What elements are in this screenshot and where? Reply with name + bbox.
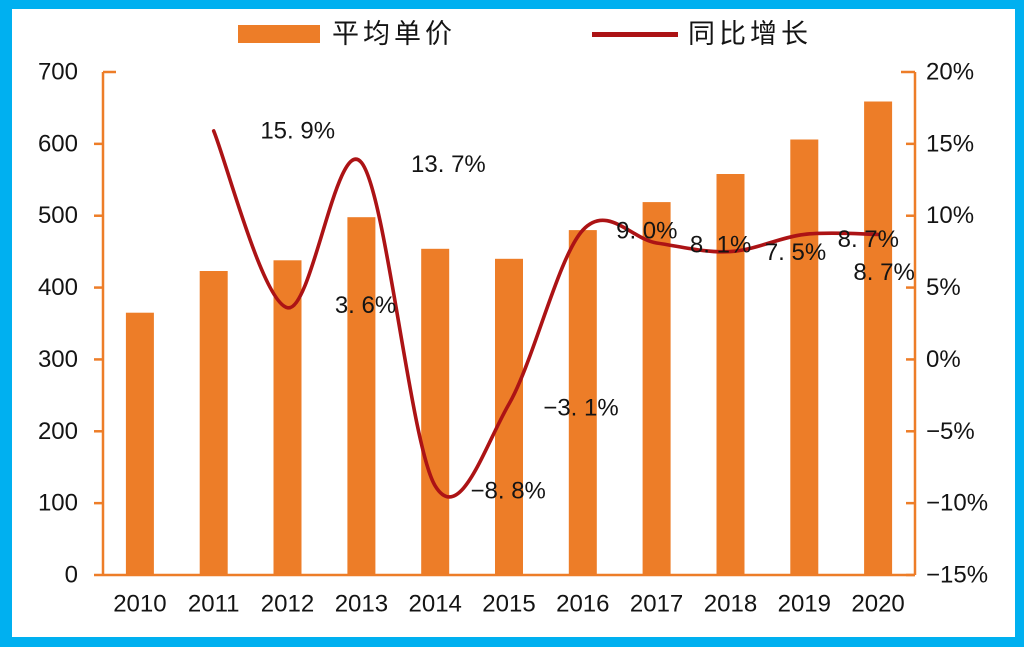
x-label-2018: 2018 — [704, 591, 757, 618]
left-axis-tick-label: 0 — [65, 562, 78, 589]
bars-group — [125, 101, 893, 576]
x-label-2013: 2013 — [335, 591, 388, 618]
x-label-2012: 2012 — [261, 591, 314, 618]
left-axis-tick-label: 400 — [38, 274, 78, 301]
line-swatch-icon — [592, 31, 678, 37]
right-axis-tick-label: 20% — [926, 59, 974, 86]
left-axis-tick-label: 600 — [38, 130, 78, 157]
bar-2012 — [273, 260, 302, 575]
data-label-2019: 8. 7% — [838, 226, 899, 253]
right-axis-tick-label: 15% — [926, 130, 974, 157]
data-label-2013: 13. 7% — [411, 151, 486, 178]
labels-group: 700 20% 600 15% 500 10% 400 5% 300 0% 200 −5% 100 −10… — [38, 59, 988, 618]
right-axis-tick-label: 0% — [926, 346, 961, 373]
bar-2014 — [421, 248, 450, 576]
legend-item-avg-price: 平均单价 — [238, 14, 456, 54]
yoy-growth-line — [211, 129, 880, 499]
bar-2020 — [864, 101, 893, 575]
line-group — [211, 129, 880, 499]
x-label-2019: 2019 — [778, 591, 831, 618]
bar-2011 — [199, 271, 228, 575]
data-label-2016: 9. 0% — [616, 218, 677, 245]
bar-2017 — [642, 202, 671, 575]
x-label-2010: 2010 — [113, 591, 166, 618]
bar-2015 — [495, 258, 523, 575]
right-axis-tick-label: 5% — [926, 274, 961, 301]
bar-2010 — [125, 312, 154, 575]
data-label-2020: 8. 7% — [853, 259, 914, 286]
left-axis-tick-label: 300 — [38, 346, 78, 373]
right-axis-tick-label: −5% — [926, 418, 975, 445]
bar-2013 — [347, 217, 376, 575]
left-axis-tick-label: 100 — [38, 490, 78, 517]
right-axis-tick-label: −15% — [926, 562, 988, 589]
right-axis-tick-label: 10% — [926, 202, 974, 229]
legend: 平均单价 同比增长 — [0, 14, 1024, 54]
bar-swatch-icon — [238, 25, 320, 43]
x-label-2017: 2017 — [630, 591, 683, 618]
data-label-2018: 7. 5% — [765, 239, 826, 266]
axes-group — [94, 70, 917, 577]
legend-item-yoy-growth: 同比增长 — [592, 14, 812, 54]
bar-2018 — [716, 174, 745, 575]
legend-label-avg-price: 平均单价 — [332, 18, 456, 49]
left-axis-tick-label: 700 — [38, 59, 78, 86]
legend-label-yoy-growth: 同比增长 — [688, 18, 812, 49]
data-label-2011: 15. 9% — [260, 117, 335, 144]
data-label-2014: −8. 8% — [471, 477, 546, 504]
left-axis-tick-label: 500 — [38, 202, 78, 229]
x-label-2016: 2016 — [556, 591, 609, 618]
left-axis-tick-label: 200 — [38, 418, 78, 445]
x-label-2014: 2014 — [409, 591, 462, 618]
bar-2016 — [568, 230, 597, 575]
x-label-2020: 2020 — [851, 591, 904, 618]
data-label-2012: 3. 6% — [335, 292, 396, 319]
data-label-2017: 8. 1% — [690, 232, 751, 259]
x-label-2015: 2015 — [482, 591, 535, 618]
bar-2019 — [790, 139, 819, 575]
right-axis-tick-label: −10% — [926, 490, 988, 517]
x-label-2011: 2011 — [188, 591, 240, 618]
data-label-2015: −3. 1% — [543, 395, 618, 422]
